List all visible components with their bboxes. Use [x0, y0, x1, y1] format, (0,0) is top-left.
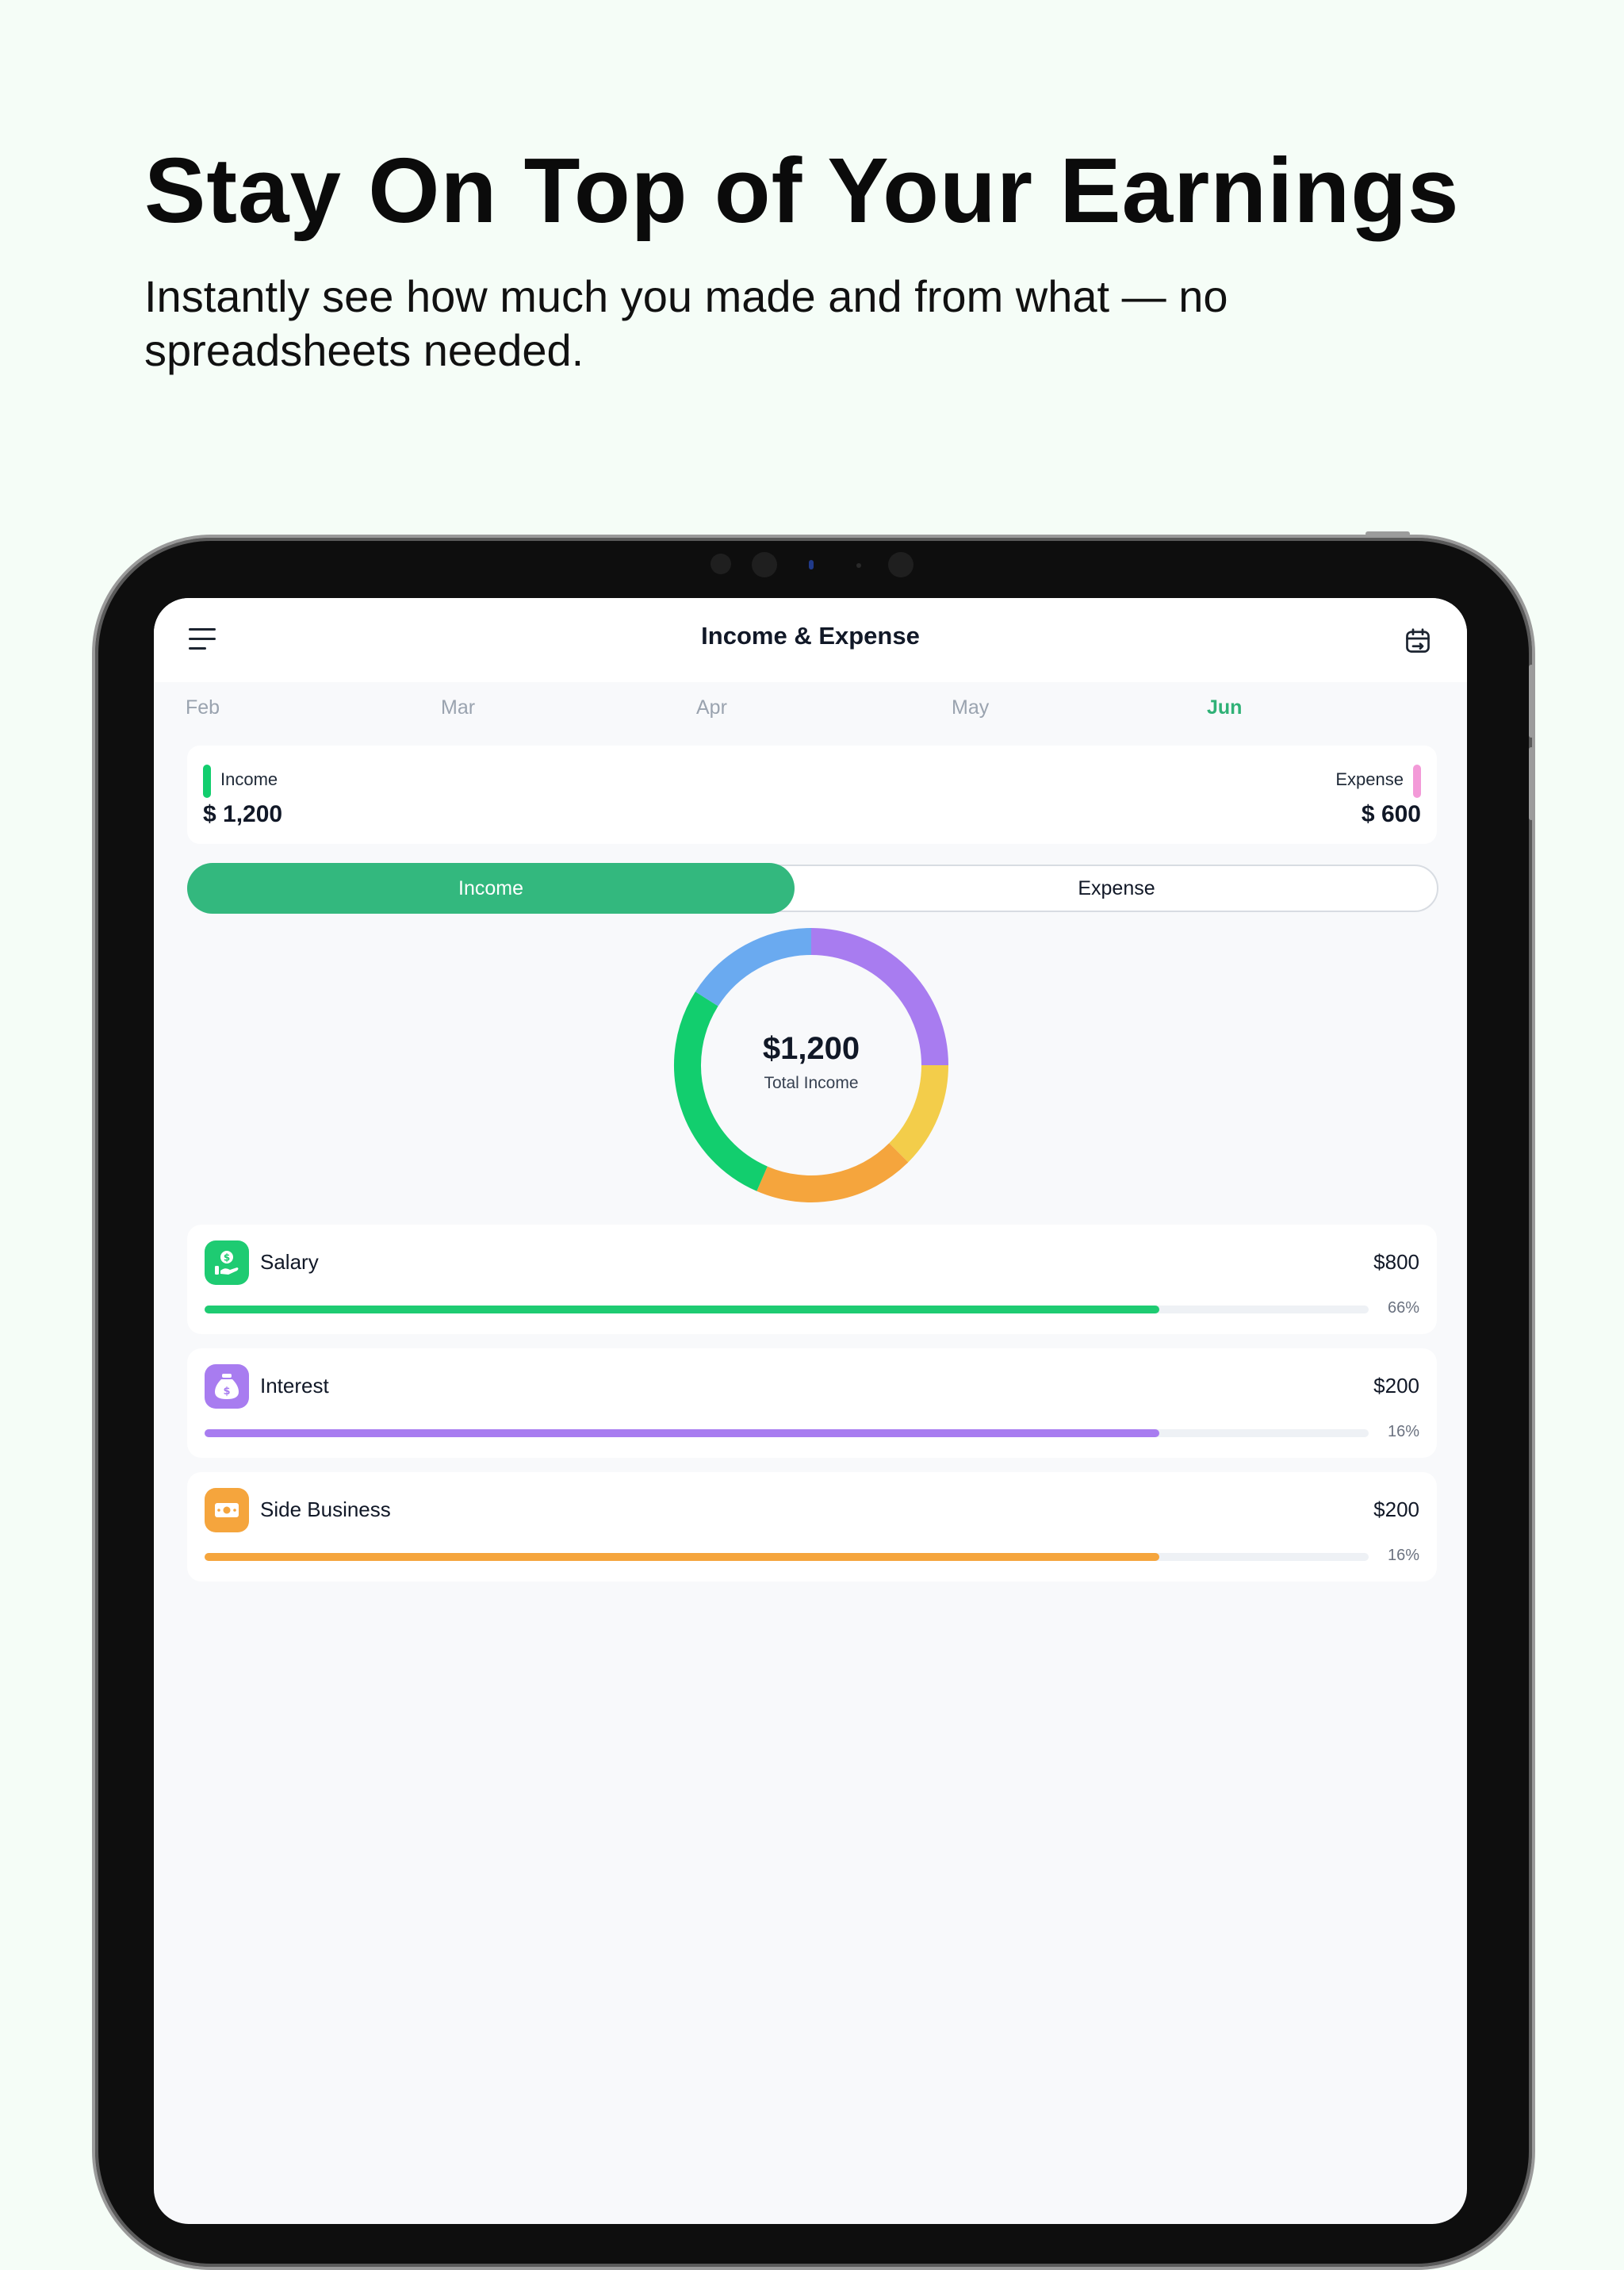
- category-progress-track: [205, 1306, 1369, 1313]
- category-progress-fill: [205, 1306, 1159, 1313]
- income-donut-chart: $1,200 Total Income: [672, 926, 950, 1204]
- category-percent: 66%: [1387, 1299, 1419, 1317]
- expense-value: $ 600: [1361, 801, 1421, 827]
- category-card-side-business[interactable]: Side Business $200 16%: [187, 1472, 1437, 1582]
- month-apr[interactable]: Apr: [696, 696, 727, 719]
- total-income-value: $1,200: [762, 1031, 860, 1066]
- category-progress-track: [205, 1429, 1369, 1437]
- volume-up-button: [1529, 665, 1534, 738]
- salary-hand-coin-icon: $: [205, 1240, 249, 1285]
- month-selector: Feb Mar Apr May Jun: [154, 696, 1467, 728]
- category-name: Side Business: [260, 1497, 391, 1521]
- category-percent: 16%: [1387, 1547, 1419, 1564]
- donut-segment-1: [888, 1064, 948, 1163]
- income-tab[interactable]: Income: [187, 863, 795, 914]
- hamburger-menu-icon[interactable]: [189, 628, 217, 652]
- svg-text:$: $: [223, 1386, 230, 1398]
- camera-lens: [752, 552, 777, 577]
- app-screen: Income & Expense Feb Mar Apr May Jun Inc…: [154, 598, 1467, 2224]
- category-card-salary[interactable]: $ Salary $800 66%: [187, 1225, 1437, 1334]
- app-bar: Income & Expense: [154, 598, 1467, 682]
- cash-bill-icon: [205, 1488, 249, 1532]
- expense-tab[interactable]: Expense: [1078, 876, 1155, 899]
- income-label: Income: [220, 769, 278, 789]
- headline: Stay On Top of Your Earnings: [144, 139, 1460, 242]
- sensor-dot: [710, 554, 731, 574]
- month-mar[interactable]: Mar: [441, 696, 476, 719]
- category-progress-fill: [205, 1553, 1159, 1561]
- category-percent: 16%: [1387, 1423, 1419, 1440]
- volume-down-button: [1529, 747, 1534, 820]
- category-amount: $200: [1373, 1497, 1419, 1521]
- category-name: Salary: [260, 1250, 319, 1274]
- donut-segment-0: [810, 928, 948, 1066]
- expense-label: Expense: [1335, 769, 1404, 789]
- money-bag-icon: $: [205, 1364, 249, 1409]
- app-title: Income & Expense: [701, 622, 920, 650]
- month-feb[interactable]: Feb: [186, 696, 220, 719]
- donut-svg: [674, 928, 948, 1202]
- ambient-sensor: [888, 552, 914, 577]
- donut-segment-3: [674, 991, 768, 1191]
- svg-text:$: $: [224, 1252, 230, 1263]
- category-amount: $800: [1373, 1250, 1419, 1274]
- calendar-icon[interactable]: [1404, 627, 1432, 655]
- top-button: [1365, 531, 1410, 536]
- indicator-light: [809, 560, 814, 569]
- income-value: $ 1,200: [203, 801, 283, 827]
- category-amount: $200: [1373, 1374, 1419, 1398]
- category-progress-fill: [205, 1429, 1159, 1437]
- subheadline: Instantly see how much you made and from…: [144, 271, 1228, 375]
- category-progress-track: [205, 1553, 1369, 1561]
- donut-segment-2: [756, 1143, 909, 1202]
- total-income-label: Total Income: [764, 1074, 859, 1092]
- category-name: Interest: [260, 1374, 329, 1398]
- month-jun[interactable]: Jun: [1207, 696, 1243, 719]
- donut-center: $1,200 Total Income: [672, 926, 950, 1204]
- summary-card: Income $ 1,200 Expense $ 600: [187, 746, 1437, 844]
- income-expense-toggle: Expense Income: [187, 863, 1438, 914]
- month-may[interactable]: May: [952, 696, 990, 719]
- expense-marker: [1413, 765, 1421, 798]
- category-card-interest[interactable]: $ Interest $200 16%: [187, 1348, 1437, 1458]
- donut-segment-4: [695, 928, 812, 1007]
- income-marker: [203, 765, 211, 798]
- sensor-dot-small: [856, 563, 861, 568]
